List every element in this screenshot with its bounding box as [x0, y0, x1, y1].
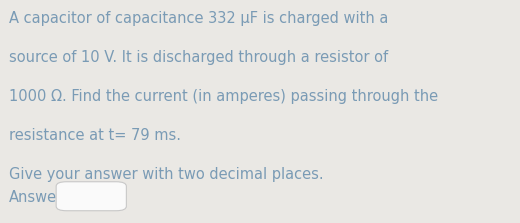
Text: Answer:: Answer: — [9, 190, 68, 205]
Text: Give your answer with two decimal places.: Give your answer with two decimal places… — [9, 167, 324, 182]
Text: resistance at t= 79 ms.: resistance at t= 79 ms. — [9, 128, 181, 143]
Text: source of 10 V. It is discharged through a resistor of: source of 10 V. It is discharged through… — [9, 50, 388, 65]
Text: A capacitor of capacitance 332 μF is charged with a: A capacitor of capacitance 332 μF is cha… — [9, 11, 389, 26]
FancyBboxPatch shape — [56, 182, 126, 211]
Text: 1000 Ω. Find the current (in amperes) passing through the: 1000 Ω. Find the current (in amperes) pa… — [9, 89, 438, 104]
